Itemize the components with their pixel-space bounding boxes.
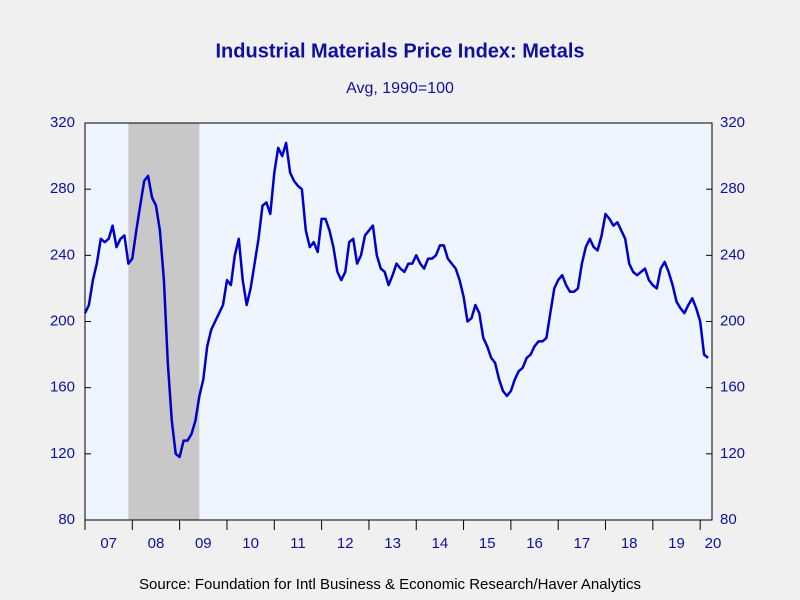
x-tick-label: 13 (384, 535, 401, 552)
y-tick-label: 200 (50, 312, 75, 329)
plot-frame (84, 122, 713, 521)
y2-tick-label: 200 (720, 312, 745, 329)
chart-title: Industrial Materials Price Index: Metals (215, 40, 584, 62)
x-tick-label: 12 (337, 535, 354, 552)
x-tick-label: 16 (526, 535, 543, 552)
x-tick-label: 10 (242, 535, 259, 552)
y2-tick-label: 320 (720, 114, 745, 131)
y2-tick-label: 80 (720, 511, 737, 528)
x-tick-label: 11 (290, 535, 306, 552)
y2-tick-label: 240 (720, 246, 745, 263)
x-tick-label: 18 (621, 535, 638, 552)
y-tick-label: 280 (50, 180, 75, 197)
x-tick-label: 08 (148, 535, 165, 552)
x-tick-label: 17 (574, 535, 591, 552)
x-tick-label: 15 (479, 535, 496, 552)
y-tick-label: 80 (58, 511, 75, 528)
x-tick-label: 09 (195, 535, 212, 552)
y2-tick-label: 160 (720, 379, 745, 396)
recession-band (128, 123, 200, 520)
y-tick-label: 120 (50, 445, 75, 462)
y-tick-label: 160 (50, 379, 75, 396)
x-tick-label: 07 (100, 535, 117, 552)
y-tick-label: 320 (50, 114, 75, 131)
y-tick-label: 240 (50, 246, 75, 263)
y2-tick-label: 280 (720, 180, 745, 197)
x-tick-label: 19 (668, 535, 685, 552)
chart-subtitle: Avg, 1990=100 (346, 80, 454, 97)
x-tick-label: 20 (705, 535, 722, 552)
x-tick-label: 14 (432, 535, 449, 552)
source-note: Source: Foundation for Intl Business & E… (139, 576, 641, 593)
series-line (83, 141, 709, 459)
y2-tick-label: 120 (720, 445, 745, 462)
